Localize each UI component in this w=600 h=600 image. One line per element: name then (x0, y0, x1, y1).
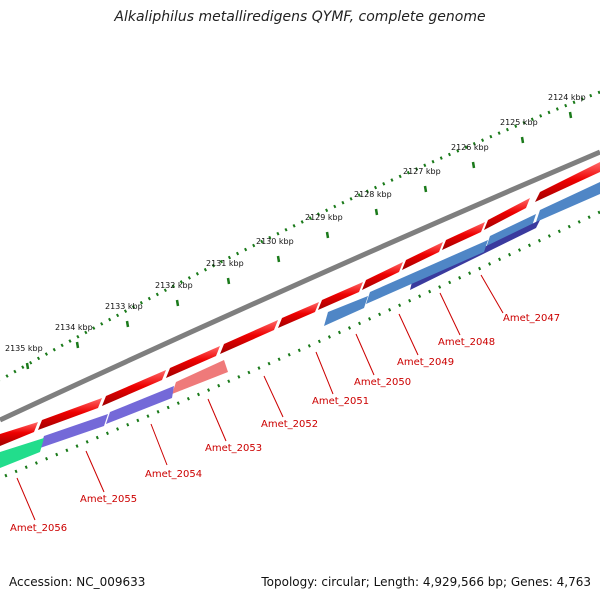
cds-segment-purple (106, 386, 174, 424)
ruler-tick-mark (125, 320, 130, 328)
cds-segment (166, 346, 220, 378)
cds-segment (362, 262, 403, 290)
cds-segment (535, 162, 600, 202)
ruler-tick-mark (75, 341, 80, 349)
ruler-tick-label: 2128 kbp (354, 190, 392, 199)
cds-segment (0, 422, 38, 446)
ruler-tick-label: 2130 kbp (256, 237, 294, 246)
ruler-tick-mark (175, 299, 180, 307)
ruler-tick-label: 2124 kbp (548, 93, 586, 102)
gene-label: Amet_2047 (503, 313, 560, 324)
cds-segment-blue (486, 214, 536, 248)
ruler-tick-mark (374, 208, 379, 216)
gene-label: Amet_2052 (261, 419, 318, 430)
ruler-tick-label: 2129 kbp (305, 213, 343, 222)
gene-label: Amet_2048 (438, 337, 495, 348)
map-title: Alkaliphilus metalliredigens QYMF, compl… (114, 9, 486, 25)
gene-label: Amet_2053 (205, 443, 262, 454)
ruler-tick-label: 2132 kbp (155, 281, 193, 290)
gene-label: Amet_2049 (397, 357, 454, 368)
cds-segment (484, 198, 530, 230)
genome-backbone (0, 149, 600, 423)
ruler-tick-mark (25, 362, 30, 370)
ruler-tick-mark (568, 111, 573, 119)
ruler-dotted-line (0, 90, 600, 382)
cds-segment (38, 398, 102, 430)
gene-label: Amet_2051 (312, 396, 369, 407)
cds-segment (442, 222, 485, 250)
ruler-tick-mark (325, 231, 330, 239)
ruler-tick-label: 2134 kbp (55, 323, 93, 332)
cds-segment-green (0, 438, 44, 468)
ruler-tick-label: 2135 kbp (5, 344, 43, 353)
ruler-tick-mark (520, 136, 525, 144)
ruler-inner-dotted-line (0, 210, 600, 480)
gene-labels: Amet_2047 Amet_2048 Amet_2049 Amet_2050 Amet… (10, 313, 560, 534)
ruler-tick-label: 2133 kbp (105, 302, 143, 311)
gene-label: Amet_2055 (80, 494, 137, 505)
reverse-cds-track (0, 182, 600, 468)
gene-label-leaders (16, 274, 504, 521)
ruler (0, 90, 600, 480)
cds-segment-light-red (172, 360, 228, 394)
ruler-tick-label: 2125 kbp (500, 118, 538, 127)
cds-segment (102, 370, 166, 406)
ruler-ticks (25, 111, 573, 370)
gene-label: Amet_2050 (354, 377, 411, 388)
accession-text: Accession: NC_009633 (9, 575, 146, 589)
gene-label: Amet_2054 (145, 469, 202, 480)
ruler-tick-label: 2127 kbp (403, 167, 441, 176)
cds-segment (220, 320, 278, 354)
ruler-tick-mark (423, 185, 428, 193)
gene-label: Amet_2056 (10, 523, 67, 534)
cds-segment-blue (536, 182, 600, 222)
cds-segment (402, 242, 443, 270)
cds-segment (278, 302, 319, 328)
genome-stats-text: Topology: circular; Length: 4,929,566 bp… (261, 575, 591, 589)
cds-segment (318, 282, 363, 310)
forward-cds-track (0, 162, 600, 446)
ruler-tick-labels: 2124 kbp 2125 kbp 2126 kbp 2127 kbp 2128 kbp… (5, 93, 586, 353)
ruler-tick-mark (471, 161, 476, 169)
ruler-tick-label: 2126 kbp (451, 143, 489, 152)
ruler-tick-mark (276, 255, 281, 263)
ruler-tick-mark (226, 277, 231, 285)
ruler-tick-label: 2131 kbp (206, 259, 244, 268)
cds-segment-purple (40, 414, 108, 448)
cds-segment-blue (324, 296, 368, 326)
cds-segment-blue (366, 240, 488, 304)
